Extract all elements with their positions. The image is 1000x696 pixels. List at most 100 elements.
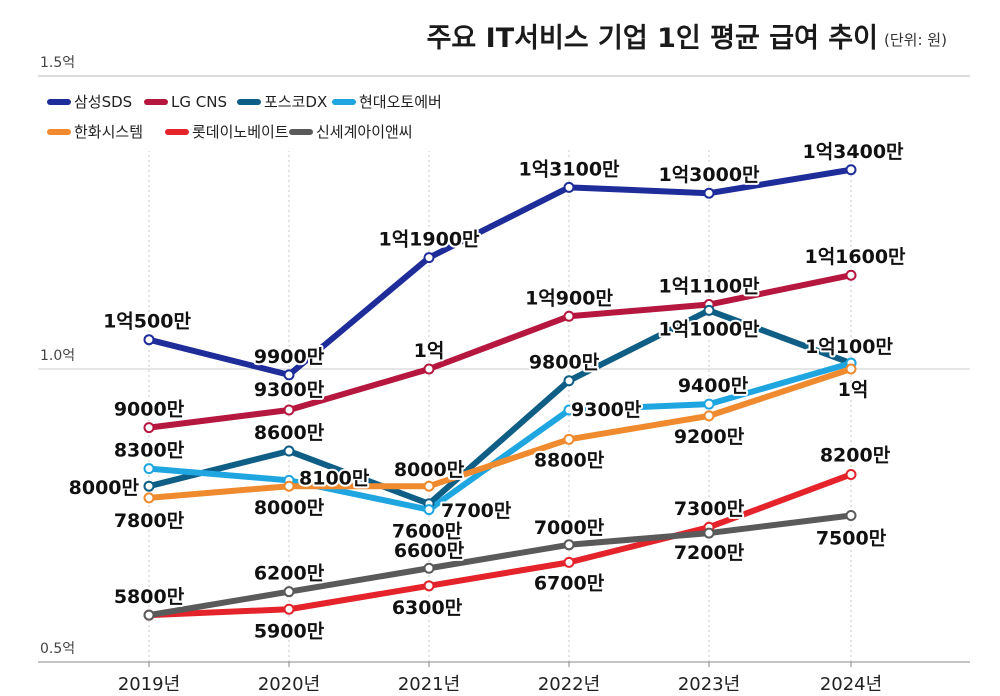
data-point: [143, 422, 155, 434]
data-point: [423, 580, 435, 592]
data-label: 1억1100만: [658, 276, 760, 298]
x-tick-label: 2022년: [538, 674, 600, 695]
data-label: 7500만: [816, 528, 887, 550]
data-label: 1억3400만: [802, 141, 904, 163]
data-label: 7800만: [114, 510, 185, 532]
data-point: [563, 404, 575, 416]
data-label: 8000만: [254, 497, 325, 519]
data-label: 9300만: [571, 399, 642, 421]
data-label: 1억3000만: [658, 164, 760, 186]
data-label: 9900만: [254, 346, 325, 368]
data-label: 1억: [838, 379, 869, 401]
data-label: 1억900만: [525, 287, 613, 309]
data-label: 8000만: [69, 477, 140, 499]
data-point: [563, 433, 575, 445]
data-point: [703, 527, 715, 539]
data-point: [423, 504, 435, 516]
series-line-4: [146, 366, 854, 501]
data-point: [563, 539, 575, 551]
data-point: [283, 480, 295, 492]
data-point: [845, 468, 857, 480]
data-label: 1억100만: [805, 336, 893, 358]
series-line-6: [146, 512, 854, 619]
data-label: 7000만: [534, 517, 605, 539]
axes: 1.5억 1.0억 0.5억 2019년 2020년 2021년 2022년 2023년 202…: [40, 55, 882, 695]
data-label: 9800만: [529, 352, 600, 374]
data-label: 1억: [414, 340, 445, 362]
data-label: 8100만: [299, 467, 370, 489]
data-label: 6600만: [394, 540, 465, 562]
data-label: 9400만: [678, 375, 749, 397]
data-point: [845, 164, 857, 176]
legend-label: 롯데이노베이트: [192, 123, 289, 141]
data-point: [703, 410, 715, 422]
x-tick-label: 2020년: [258, 674, 320, 695]
data-label: 8600만: [254, 422, 325, 444]
data-point: [423, 562, 435, 574]
data-labels: 1억500만 9900만 1억1900만 1억3100만 1억3000만 1억3400만 9…: [67, 139, 908, 645]
unit-label: (단위: 원): [884, 31, 947, 49]
data-label: 9200만: [674, 426, 745, 448]
data-point: [143, 492, 155, 504]
data-point: [143, 463, 155, 475]
data-label: 1억3100만: [518, 158, 620, 180]
data-point: [845, 510, 857, 521]
data-label: 7200만: [674, 542, 745, 564]
data-point: [563, 375, 575, 387]
data-label: 9300만: [254, 379, 325, 401]
x-tick-label: 2019년: [118, 674, 180, 695]
y-tick-label: 1.0억: [40, 348, 75, 364]
legend-box: [40, 85, 472, 151]
data-label: 8000만: [394, 459, 465, 481]
y-tick-label: 0.5억: [40, 641, 75, 657]
series-lines: [143, 164, 857, 621]
data-point: [283, 603, 295, 615]
data-label: 1억1000만: [658, 318, 760, 340]
data-label: 6300만: [392, 597, 463, 619]
x-tick-label: 2024년: [820, 674, 882, 695]
data-point: [283, 404, 295, 416]
data-point: [423, 252, 435, 264]
data-label: 8800만: [534, 449, 605, 471]
series-line-1: [146, 272, 854, 431]
data-label: 1억500만: [103, 311, 191, 333]
data-point: [143, 334, 155, 346]
data-label: 6700만: [534, 572, 605, 594]
data-point: [703, 398, 715, 410]
data-point: [845, 363, 857, 375]
legend-label: 삼성SDS: [74, 93, 132, 111]
data-label: 8300만: [114, 440, 185, 462]
chart-title: 주요 IT서비스 기업 1인 평균 급여 추이: [427, 23, 878, 54]
data-point: [143, 480, 155, 492]
data-point: [283, 445, 295, 457]
y-tick-label: 1.5억: [40, 55, 75, 71]
data-point: [283, 586, 295, 598]
data-label: 5800만: [114, 586, 185, 608]
x-tick-label: 2023년: [678, 674, 740, 695]
series-line-0: [146, 166, 854, 378]
series-line-2: [146, 307, 854, 507]
data-point: [563, 181, 575, 193]
data-point: [563, 556, 575, 568]
data-label: 8200만: [820, 444, 891, 466]
data-point: [703, 187, 715, 199]
legend-label: 현대오토에버: [359, 93, 442, 111]
legend-label: 한화시스템: [74, 123, 143, 141]
data-label: 9000만: [114, 399, 185, 421]
data-point: [703, 304, 715, 316]
data-point: [845, 269, 857, 281]
x-tick-label: 2021년: [398, 674, 460, 695]
data-point: [423, 363, 435, 375]
legend-label: 신세계아이앤씨: [316, 123, 413, 141]
data-point: [143, 609, 155, 621]
legend-label: LG CNS: [171, 93, 227, 111]
data-label: 7600만: [392, 521, 463, 543]
data-label: 1억1900만: [378, 229, 480, 251]
data-point: [423, 480, 435, 492]
data-label: 5900만: [254, 620, 325, 642]
series-line-5: [146, 471, 854, 619]
legend-label: 포스코DX: [264, 93, 327, 111]
data-label: 7300만: [674, 498, 745, 520]
data-label: 1억1600만: [804, 246, 906, 268]
